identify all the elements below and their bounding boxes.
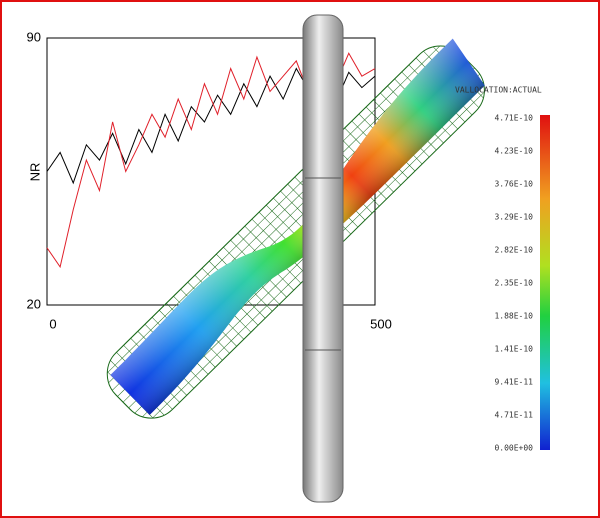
y-axis-label: NR (27, 163, 42, 182)
colorbar-label: 1.41E-10 (494, 345, 533, 354)
y-tick-label: 20 (27, 296, 41, 311)
colorbar-label: 1.88E-10 (494, 312, 533, 321)
y-tick-label: 90 (27, 29, 41, 44)
colorbar-label: 3.76E-10 (494, 180, 533, 189)
colorbar-label: 0.00E+00 (494, 444, 533, 453)
colorbar-label: 3.29E-10 (494, 213, 533, 222)
tube-shade (110, 38, 485, 415)
colorbar-labels: 4.71E-10 4.23E-10 3.76E-10 3.29E-10 2.82E-10… (494, 114, 533, 453)
colorbar-label: 2.82E-10 (494, 246, 533, 255)
colorbar-title: VALLOCATION:ACTUAL (455, 86, 542, 95)
colorbar-label: 9.41E-11 (494, 378, 533, 387)
colorbar (540, 115, 550, 450)
colorbar-label: 4.71E-11 (494, 411, 533, 420)
colorbar-label: 4.71E-10 (494, 114, 533, 123)
x-tick-label: 0 (49, 316, 56, 331)
colorbar-label: 4.23E-10 (494, 147, 533, 156)
colorbar-label: 2.35E-10 (494, 279, 533, 288)
tube (106, 38, 485, 419)
x-tick-label: 500 (370, 316, 392, 331)
rod (302, 14, 344, 503)
